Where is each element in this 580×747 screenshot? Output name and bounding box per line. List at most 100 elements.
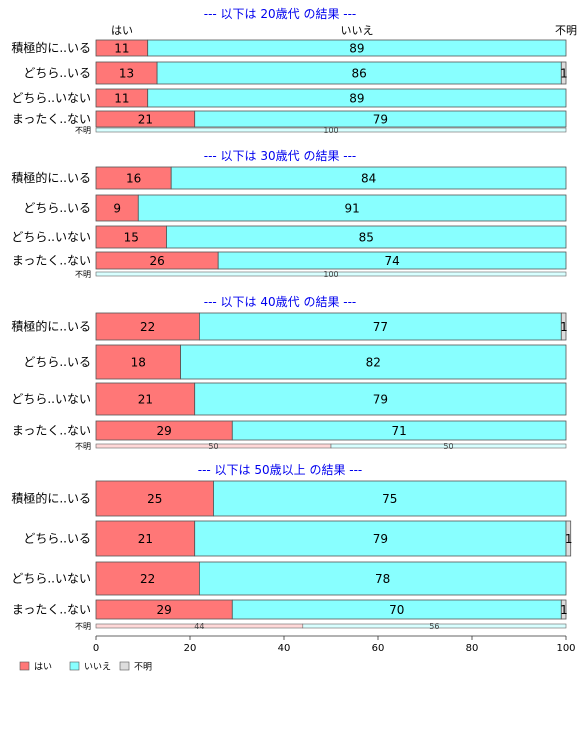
- bar-segment: [565, 520, 572, 557]
- data-label: 9: [113, 202, 121, 216]
- bar-segment: [95, 480, 214, 517]
- data-label: 85: [359, 231, 374, 245]
- x-tick-label: 80: [466, 643, 479, 654]
- x-tick-label: 60: [372, 643, 385, 654]
- legend-swatch: [19, 661, 30, 671]
- unknown-row-segment: [330, 443, 567, 449]
- data-label: 75: [382, 492, 397, 506]
- data-label: 1: [560, 67, 568, 81]
- bar-segment: [95, 194, 139, 222]
- category-label: まったく..ない: [12, 254, 91, 268]
- bar-segment: [95, 344, 181, 380]
- data-label: 11: [114, 42, 129, 56]
- column-header-no: いいえ: [341, 24, 374, 37]
- panel-title: --- 以下は 30歳代 の結果 ---: [204, 149, 357, 163]
- bar-segment: [95, 561, 200, 596]
- category-label: 積極的に..いる: [11, 40, 91, 55]
- bar-segment: [147, 88, 567, 108]
- data-label: 78: [375, 572, 390, 586]
- data-label: 70: [389, 603, 404, 617]
- panel-title: --- 以下は 50歳以上 の結果 ---: [198, 463, 363, 477]
- bar-segment: [194, 520, 567, 557]
- data-label: 89: [349, 42, 364, 56]
- x-tick-label: 0: [93, 643, 99, 654]
- column-header-yes: はい: [111, 24, 133, 37]
- category-label: 積極的に..いる: [11, 170, 91, 185]
- data-label: 16: [126, 172, 141, 186]
- data-label: 25: [147, 492, 162, 506]
- data-label: 84: [361, 172, 376, 186]
- bar-segment: [560, 312, 567, 341]
- data-label: 1: [560, 320, 568, 334]
- x-tick-label: 40: [278, 643, 291, 654]
- category-label: どちら..いる: [23, 66, 91, 80]
- data-label: 29: [157, 603, 172, 617]
- data-label: 71: [392, 424, 407, 438]
- category-label: まったく..ない: [12, 424, 91, 438]
- data-label: 21: [138, 113, 153, 127]
- bar-segment: [217, 251, 567, 270]
- category-label: どちら..いる: [23, 355, 91, 369]
- bar-segment: [147, 39, 567, 57]
- unknown-row-label: 不明: [75, 442, 91, 451]
- data-label: 82: [366, 356, 381, 370]
- data-label: 89: [349, 92, 364, 106]
- bar-segment: [95, 312, 200, 341]
- category-label: どちら..いない: [11, 392, 91, 406]
- data-label: 79: [373, 532, 388, 546]
- legend-label: はい: [34, 662, 52, 673]
- category-label: 積極的に..いる: [11, 491, 91, 506]
- bar-segment: [560, 61, 567, 85]
- legend-swatch: [119, 661, 130, 671]
- unknown-row-segment: [302, 623, 567, 629]
- unknown-row-segment: [95, 127, 567, 133]
- unknown-row-value: 50: [208, 442, 218, 451]
- column-header-unknown: 不明: [555, 24, 577, 37]
- category-label: どちら..いる: [23, 532, 91, 546]
- unknown-row-value: 56: [429, 622, 439, 631]
- bar-segment: [166, 225, 567, 249]
- bar-segment: [95, 520, 196, 557]
- legend-swatch: [69, 661, 80, 671]
- unknown-row-value: 100: [323, 270, 338, 279]
- bar-segment: [198, 312, 562, 341]
- category-label: 積極的に..いる: [11, 319, 91, 334]
- unknown-row-value: 50: [443, 442, 453, 451]
- data-label: 86: [352, 67, 367, 81]
- category-label: まったく..ない: [12, 112, 91, 126]
- data-label: 79: [373, 113, 388, 127]
- bar-segment: [194, 110, 567, 128]
- category-label: どちら..いない: [11, 91, 91, 105]
- legend-label: 不明: [134, 662, 152, 673]
- data-label: 21: [138, 393, 153, 407]
- data-label: 91: [345, 202, 360, 216]
- category-label: どちら..いない: [11, 230, 91, 244]
- x-tick-label: 20: [184, 643, 197, 654]
- bar-segment: [231, 420, 567, 441]
- data-label: 18: [131, 356, 146, 370]
- bar-segment: [180, 344, 567, 380]
- unknown-row-label: 不明: [75, 622, 91, 631]
- data-label: 13: [119, 67, 134, 81]
- data-label: 26: [149, 254, 164, 268]
- panel-title: --- 以下は 20歳代 の結果 ---: [204, 7, 357, 21]
- data-label: 11: [114, 92, 129, 106]
- unknown-row-value: 44: [194, 622, 204, 631]
- bar-segment: [198, 561, 567, 596]
- unknown-row-value: 100: [323, 126, 338, 135]
- data-label: 1: [560, 603, 568, 617]
- bar-segment: [137, 194, 567, 222]
- panel-title: --- 以下は 40歳代 の結果 ---: [204, 295, 357, 309]
- bar-segment: [170, 166, 567, 190]
- bar-segment: [213, 480, 567, 517]
- x-tick-label: 100: [556, 643, 575, 654]
- data-label: 22: [140, 320, 155, 334]
- unknown-row-label: 不明: [75, 270, 91, 279]
- data-label: 74: [384, 254, 399, 268]
- category-label: どちら..いない: [11, 572, 91, 586]
- unknown-row-segment: [95, 271, 567, 277]
- data-label: 79: [373, 393, 388, 407]
- data-label: 77: [373, 320, 388, 334]
